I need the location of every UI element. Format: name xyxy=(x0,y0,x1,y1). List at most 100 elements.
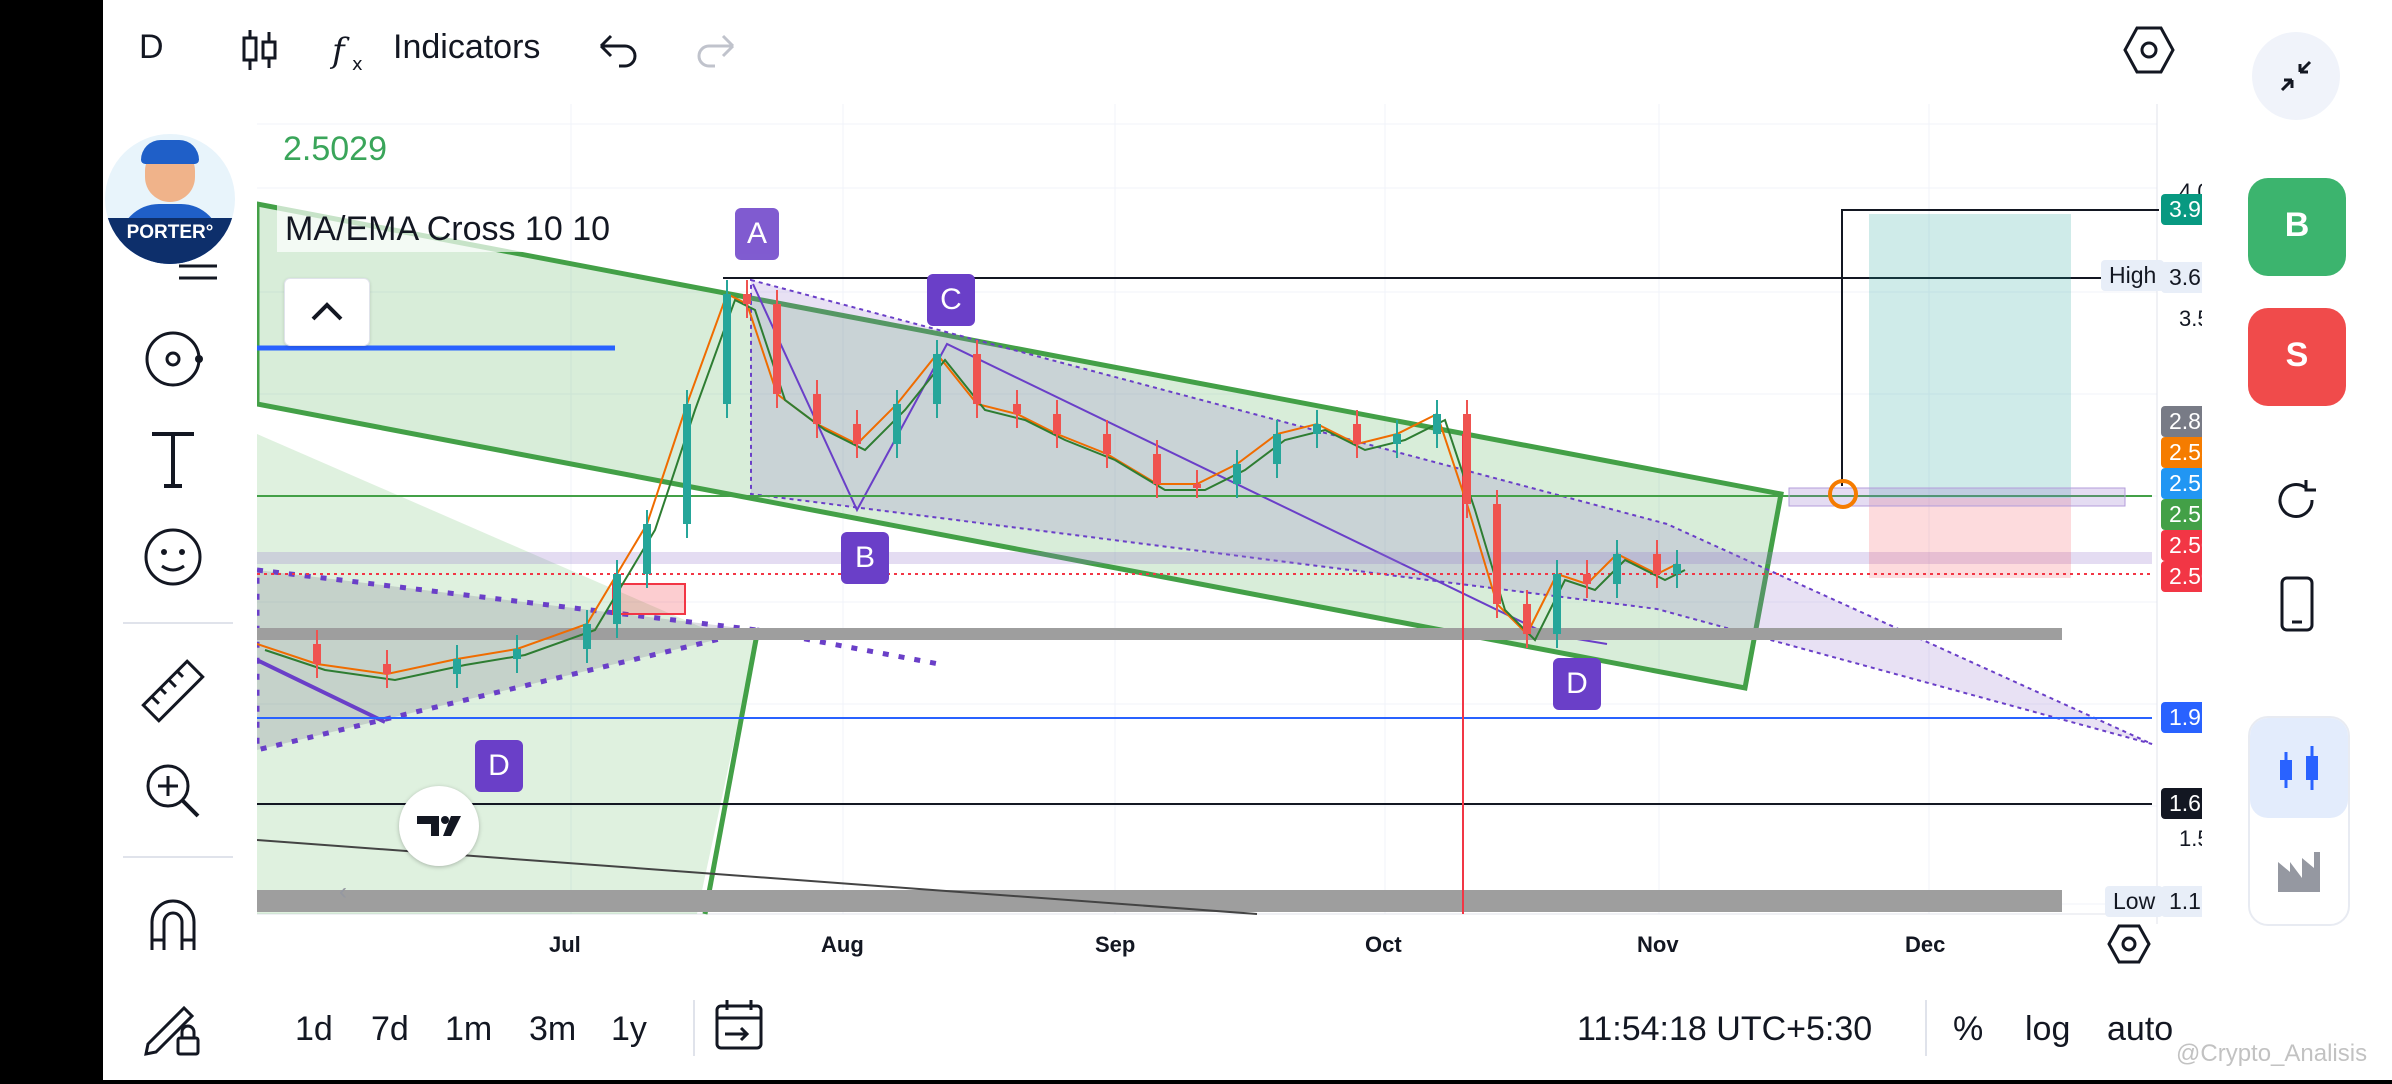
candle-body xyxy=(1153,454,1161,484)
candle-body xyxy=(1353,424,1361,444)
candle-body xyxy=(933,354,941,404)
candle-body xyxy=(1313,424,1321,434)
target-bracket xyxy=(1841,209,2159,486)
scroll-left-arrow[interactable]: ‹ xyxy=(339,878,347,905)
emoji-icon[interactable] xyxy=(138,522,208,592)
candlestick-icon xyxy=(2280,746,2318,790)
indicator-legend[interactable]: MA/EMA Cross 10 10 xyxy=(277,200,610,252)
time-label-nov: Nov xyxy=(1637,932,1679,957)
purple-zone xyxy=(257,552,2152,564)
candle-body xyxy=(383,664,391,674)
low-tag: Low xyxy=(2105,886,2164,917)
pattern-label-d-main[interactable]: D xyxy=(1553,658,1601,710)
ruler-icon[interactable] xyxy=(138,656,208,726)
time-label-aug: Aug xyxy=(821,932,864,957)
percent-scale-toggle[interactable]: % xyxy=(1953,1010,1984,1048)
bottom-toolbar xyxy=(103,980,2202,1080)
svg-text:f: f xyxy=(329,31,350,71)
log-scale-toggle[interactable]: log xyxy=(2025,1010,2071,1048)
goto-date-icon[interactable] xyxy=(711,996,767,1056)
candles-chart-button[interactable] xyxy=(2250,718,2348,818)
time-label-jul: Jul xyxy=(549,932,581,957)
entry-handle xyxy=(1828,479,1858,509)
interval-3m[interactable]: 3m xyxy=(529,1010,577,1048)
left-green-edge xyxy=(702,633,760,915)
redo-icon[interactable] xyxy=(691,24,743,76)
candle-body xyxy=(773,304,781,394)
auto-scale-toggle[interactable]: auto xyxy=(2107,1010,2174,1048)
candles-icon[interactable] xyxy=(233,24,285,76)
avatar-cap xyxy=(141,140,199,164)
candle-body xyxy=(1493,504,1501,604)
time-label-sep: Sep xyxy=(1095,932,1136,957)
candle-body xyxy=(1103,434,1111,454)
candle-body xyxy=(313,644,321,664)
candle-body xyxy=(723,294,731,404)
indicators-button[interactable]: Indicators xyxy=(393,28,541,66)
green-channel xyxy=(257,201,1784,691)
collapse-legend-button[interactable] xyxy=(284,278,370,346)
undo-icon[interactable] xyxy=(591,24,643,76)
exit-fullscreen-button[interactable] xyxy=(2252,32,2340,120)
interval-7d[interactable]: 7d xyxy=(371,1010,409,1048)
sell-button[interactable]: S xyxy=(2248,308,2346,406)
mobile-device-icon[interactable] xyxy=(2274,576,2320,634)
low-band xyxy=(257,890,2062,912)
chevron-up-icon xyxy=(311,302,343,321)
candle-body xyxy=(853,424,861,444)
magnet-icon[interactable] xyxy=(138,890,208,960)
price-chart[interactable] xyxy=(257,104,2202,924)
text-tool-icon[interactable] xyxy=(138,424,208,494)
candle-body xyxy=(813,394,821,424)
lock-drawings-icon[interactable] xyxy=(138,990,208,1060)
red-box xyxy=(612,583,686,615)
candle-body xyxy=(513,649,521,659)
toolbar-divider xyxy=(123,856,233,858)
right-rail: B S xyxy=(2202,0,2392,1080)
chart-type-panel xyxy=(2248,716,2350,926)
collapse-arrows-icon xyxy=(2280,60,2312,92)
candle-body xyxy=(1463,414,1471,504)
candle-body xyxy=(683,404,691,524)
left-leg xyxy=(257,658,386,724)
pattern-label-b[interactable]: B xyxy=(841,532,889,584)
entry-box xyxy=(1788,487,2126,507)
bottom-divider xyxy=(1925,1000,1927,1056)
pattern-label-a[interactable]: A xyxy=(735,208,779,260)
pattern-label-c[interactable]: C xyxy=(927,274,975,326)
candle-body xyxy=(1393,434,1401,444)
volume-chart-button[interactable] xyxy=(2250,822,2348,922)
system-edge xyxy=(0,0,103,1080)
buy-button[interactable]: B xyxy=(2248,178,2346,276)
chart-pane[interactable]: 2.5029 MA/EMA Cross 10 10 A C B D D 4.00… xyxy=(257,104,2248,964)
candle-body xyxy=(453,659,461,674)
candle-body xyxy=(893,404,901,444)
clock-timezone[interactable]: 11:54:18 UTC+5:30 xyxy=(1577,1010,1873,1048)
brush-icon[interactable] xyxy=(138,324,208,394)
candle-body xyxy=(583,624,591,649)
candle-body xyxy=(1053,414,1061,434)
settings-hexagon-icon[interactable] xyxy=(2123,24,2175,76)
loss-zone xyxy=(1869,498,2071,578)
refresh-icon[interactable] xyxy=(2272,476,2322,526)
zoom-in-icon[interactable] xyxy=(138,756,208,826)
left-green-area xyxy=(257,204,757,914)
volume-bars-icon xyxy=(2278,852,2320,892)
avatar-banner xyxy=(105,218,235,264)
grey-support-band xyxy=(257,628,2062,640)
fx-icon[interactable]: f x xyxy=(328,24,380,76)
candle-body xyxy=(1433,414,1441,434)
tv-logo-icon xyxy=(417,816,461,836)
profit-zone xyxy=(1869,214,2071,498)
interval-1y[interactable]: 1y xyxy=(611,1010,647,1048)
symbol-button[interactable]: D xyxy=(139,28,164,66)
interval-1d[interactable]: 1d xyxy=(295,1010,333,1048)
scale-settings-icon[interactable] xyxy=(2107,922,2151,966)
tradingview-logo[interactable] xyxy=(399,786,479,866)
candle-body xyxy=(1233,464,1241,484)
candle-body xyxy=(1653,554,1661,574)
pattern-label-d-left[interactable]: D xyxy=(475,740,523,792)
price-readout: 2.5029 xyxy=(283,130,387,168)
interval-1m[interactable]: 1m xyxy=(445,1010,493,1048)
avatar[interactable]: PORTER° xyxy=(105,134,235,264)
